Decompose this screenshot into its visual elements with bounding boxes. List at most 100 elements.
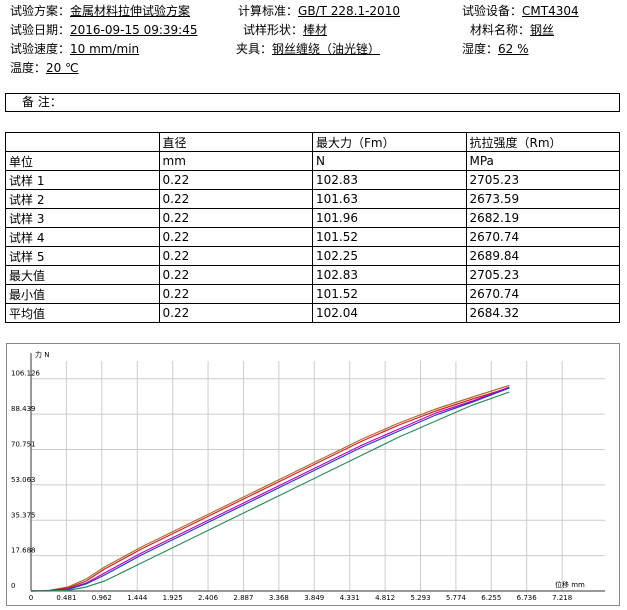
x-tick-label: 0 [29, 594, 33, 602]
header-field: 夹具：钢丝缠绕（油光锉） [236, 40, 380, 57]
field-value: 2016-09-15 09:39:45 [70, 23, 198, 37]
cell: 0.22 [158, 170, 313, 190]
x-tick-label: 1.444 [127, 594, 148, 602]
cell: 试样 5 [5, 246, 160, 266]
field-label: 材料名称： [470, 23, 531, 37]
field-label: 试验方案： [10, 4, 71, 18]
field-value: 62 % [498, 42, 529, 56]
x-tick-label: 4.331 [340, 594, 360, 602]
header-field: 湿度：62 % [462, 40, 529, 57]
field-value: 20 ℃ [46, 61, 79, 75]
remark-box: 备 注： [5, 93, 620, 112]
unit-cell: N [312, 151, 467, 171]
cell: 102.83 [312, 170, 467, 190]
header-field: 计算标准：GB/T 228.1-2010 [238, 2, 400, 19]
cell: 0.22 [158, 208, 313, 228]
cell: 0.22 [158, 303, 313, 323]
header-cell: 直径 [158, 132, 313, 152]
x-axis-title: 位移 mm [555, 580, 585, 589]
y-tick-label: 0 [11, 582, 15, 590]
x-tick-label: 3.849 [304, 594, 324, 602]
cell: 最大值 [5, 265, 160, 285]
table-row: 试样 3 0.22 101.96 2682.19 [5, 208, 620, 228]
y-tick-label: 53.063 [11, 476, 36, 484]
header-cell: 最大力（Fm） [312, 132, 467, 152]
y-tick-label: 17.688 [11, 547, 36, 555]
cell: 2670.74 [465, 284, 620, 304]
table-row: 试样 2 0.22 101.63 2673.59 [5, 189, 620, 209]
cell: 0.22 [158, 189, 313, 209]
cell: 平均值 [5, 303, 160, 323]
field-label: 试验速度： [10, 42, 71, 56]
header-field: 材料名称：钢丝 [470, 21, 554, 38]
x-tick-label: 0.481 [56, 594, 76, 602]
table-row: 最小值 0.22 101.52 2670.74 [5, 284, 620, 304]
result-table: 直径 最大力（Fm） 抗拉强度（Rm） 单位 mm N MPa 试样 1 0.22 102.83 2… [5, 132, 620, 323]
series-line [31, 391, 510, 592]
table-row: 试样 5 0.22 102.25 2689.84 [5, 246, 620, 266]
header-field: 试验设备：CMT4304 [462, 2, 579, 19]
table-row: 平均值 0.22 102.04 2684.32 [5, 303, 620, 323]
cell: 2670.74 [465, 227, 620, 247]
cell: 试样 1 [5, 170, 160, 190]
cell: 102.83 [312, 265, 467, 285]
header-cell: 抗拉强度（Rm） [465, 132, 620, 152]
unit-cell: MPa [465, 151, 620, 171]
cell: 2682.19 [465, 208, 620, 228]
x-tick-label: 5.774 [446, 594, 467, 602]
cell: 0.22 [158, 265, 313, 285]
header-field: 试验日期：2016-09-15 09:39:45 [10, 21, 197, 38]
remark-label: 备 注： [22, 95, 62, 109]
cell: 102.25 [312, 246, 467, 266]
cell: 试样 4 [5, 227, 160, 247]
x-tick-label: 5.293 [410, 594, 430, 602]
x-tick-label: 2.406 [198, 594, 219, 602]
field-value: 钢丝缠绕（油光锉） [272, 42, 381, 56]
field-value: 棒材 [303, 23, 328, 37]
field-value: GB/T 228.1-2010 [298, 4, 400, 18]
x-tick-label: 6.736 [517, 594, 538, 602]
cell: 2705.23 [465, 170, 620, 190]
cell: 101.52 [312, 284, 467, 304]
y-axis-title: 力 N [35, 350, 49, 359]
cell: 0.22 [158, 227, 313, 247]
cell: 0.22 [158, 246, 313, 266]
y-tick-label: 88.439 [11, 405, 36, 413]
x-tick-label: 7.218 [552, 594, 572, 602]
field-value: 10 mm/min [70, 42, 140, 56]
cell: 2684.32 [465, 303, 620, 323]
header-field: 试样形状：棒材 [243, 21, 327, 38]
series-line [30, 384, 510, 592]
header-field: 试验方案：金属材料拉伸试验方案 [10, 2, 190, 19]
unit-cell: 单位 [5, 151, 160, 171]
field-value: 金属材料拉伸试验方案 [70, 4, 191, 18]
table-row: 试样 1 0.22 102.83 2705.23 [5, 170, 620, 190]
cell: 试样 3 [5, 208, 160, 228]
cell: 2705.23 [465, 265, 620, 285]
table-row: 最大值 0.22 102.83 2705.23 [5, 265, 620, 285]
field-label: 试样形状： [243, 23, 304, 37]
cell: 101.52 [312, 227, 467, 247]
field-label: 湿度： [462, 42, 499, 56]
field-label: 试验日期： [10, 23, 71, 37]
x-tick-label: 6.255 [481, 594, 501, 602]
x-tick-label: 0.962 [92, 594, 112, 602]
cell: 101.63 [312, 189, 467, 209]
field-label: 计算标准： [238, 4, 299, 18]
series-line [30, 387, 510, 592]
y-tick-label: 35.375 [11, 511, 36, 519]
x-tick-label: 1.925 [163, 594, 183, 602]
field-label: 试验设备： [462, 4, 523, 18]
x-tick-label: 3.368 [269, 594, 289, 602]
cell: 2689.84 [465, 246, 620, 266]
x-tick-label: 4.812 [375, 594, 395, 602]
cell: 0.22 [158, 284, 313, 304]
y-tick-label: 70.751 [11, 440, 36, 448]
header-field: 试验速度：10 mm/min [10, 40, 139, 57]
field-label: 夹具： [236, 42, 273, 56]
header-field: 温度：20 ℃ [10, 59, 79, 76]
y-tick-label: 106.126 [11, 370, 40, 378]
chart: 0 0.481 0.962 1.444 1.925 2.406 2.887 3.368 3.84… [6, 343, 620, 606]
cell: 2673.59 [465, 189, 620, 209]
